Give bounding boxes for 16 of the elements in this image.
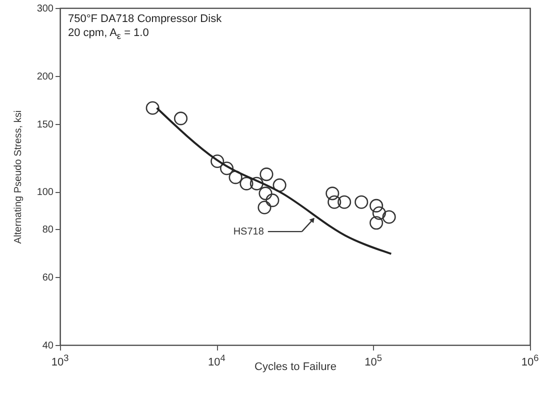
- x-axis-title: Cycles to Failure: [254, 361, 336, 373]
- annotation: HS718: [233, 226, 264, 238]
- y-tick-label: 100: [36, 187, 54, 198]
- y-tick-label: 80: [42, 224, 54, 236]
- x-tick-label: 10$^{3}$: [51, 353, 69, 369]
- y-tick-label: 300: [36, 4, 54, 14]
- y-axis-title: Alternating Pseudo Stress, ksi: [12, 110, 24, 244]
- x-tick-label: 10$^{6}$: [521, 353, 539, 369]
- x-tick-label: 10$^{4}$: [208, 353, 226, 369]
- text: 20 cpm, A$_{ε}$ = 1.0: [68, 26, 150, 44]
- chart-title: 750°F DA718 Compressor Disk: [68, 12, 222, 26]
- y-tick-label: 200: [36, 71, 54, 82]
- y-tick-label: 150: [36, 119, 54, 130]
- x-tick-label: 10$^{5}$: [364, 353, 382, 369]
- y-tick-label: 60: [42, 272, 54, 284]
- y-tick-label: 40: [42, 340, 54, 352]
